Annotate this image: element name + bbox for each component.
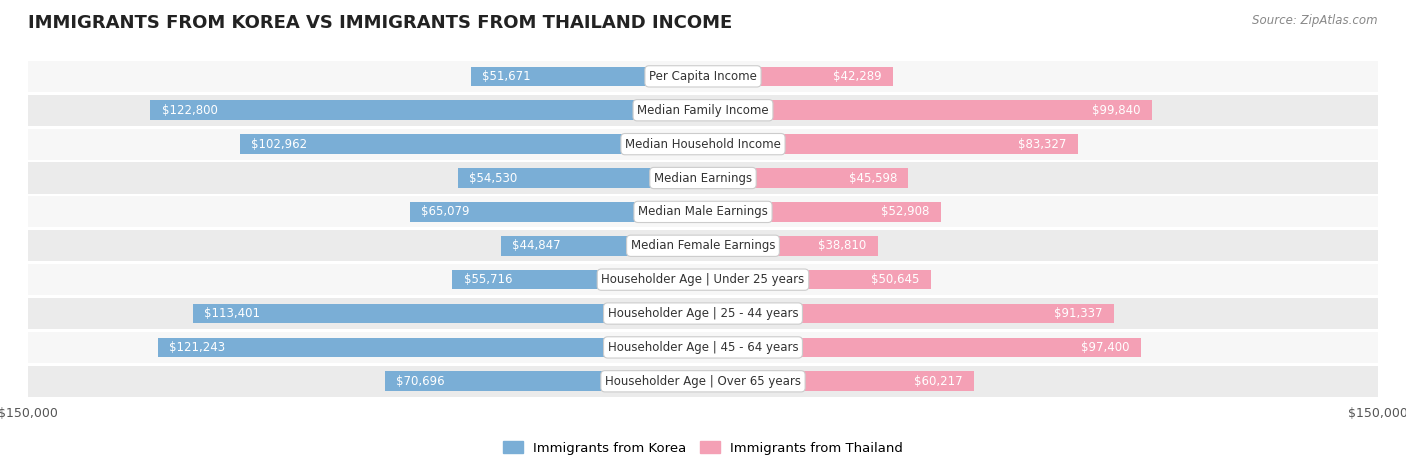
Text: $60,217: $60,217 xyxy=(914,375,963,388)
Bar xyxy=(501,236,703,255)
Text: Householder Age | Over 65 years: Householder Age | Over 65 years xyxy=(605,375,801,388)
Text: Householder Age | 45 - 64 years: Householder Age | 45 - 64 years xyxy=(607,341,799,354)
Text: $50,645: $50,645 xyxy=(872,273,920,286)
Text: $99,840: $99,840 xyxy=(1092,104,1140,117)
Text: $113,401: $113,401 xyxy=(204,307,260,320)
Text: $91,337: $91,337 xyxy=(1054,307,1102,320)
Bar xyxy=(150,100,703,120)
Bar xyxy=(157,338,703,357)
Bar xyxy=(28,298,1378,329)
Bar xyxy=(28,163,1378,194)
Text: $51,671: $51,671 xyxy=(482,70,530,83)
Bar xyxy=(703,304,1114,323)
Text: $38,810: $38,810 xyxy=(818,239,866,252)
Text: $55,716: $55,716 xyxy=(464,273,512,286)
Bar xyxy=(703,134,1078,154)
Bar xyxy=(703,66,893,86)
Bar xyxy=(703,371,974,391)
Bar xyxy=(703,100,1152,120)
Text: $65,079: $65,079 xyxy=(422,205,470,219)
Bar xyxy=(703,168,908,188)
Bar xyxy=(471,66,703,86)
Bar xyxy=(28,196,1378,227)
Text: $97,400: $97,400 xyxy=(1081,341,1130,354)
Bar xyxy=(385,371,703,391)
Text: Median Household Income: Median Household Income xyxy=(626,138,780,151)
Bar xyxy=(240,134,703,154)
Bar xyxy=(193,304,703,323)
Text: $44,847: $44,847 xyxy=(512,239,561,252)
Text: Median Male Earnings: Median Male Earnings xyxy=(638,205,768,219)
Bar xyxy=(28,264,1378,295)
Bar xyxy=(458,168,703,188)
Text: $45,598: $45,598 xyxy=(849,171,897,184)
Bar xyxy=(703,236,877,255)
Text: Householder Age | Under 25 years: Householder Age | Under 25 years xyxy=(602,273,804,286)
Bar xyxy=(28,230,1378,262)
Bar xyxy=(28,332,1378,363)
Text: $42,289: $42,289 xyxy=(834,70,882,83)
Text: $83,327: $83,327 xyxy=(1018,138,1067,151)
Bar xyxy=(703,202,941,222)
Bar xyxy=(411,202,703,222)
Text: Householder Age | 25 - 44 years: Householder Age | 25 - 44 years xyxy=(607,307,799,320)
Text: $52,908: $52,908 xyxy=(882,205,929,219)
Bar xyxy=(453,270,703,290)
Text: $70,696: $70,696 xyxy=(396,375,444,388)
Bar xyxy=(28,95,1378,126)
Text: Median Female Earnings: Median Female Earnings xyxy=(631,239,775,252)
Bar xyxy=(703,270,931,290)
Text: IMMIGRANTS FROM KOREA VS IMMIGRANTS FROM THAILAND INCOME: IMMIGRANTS FROM KOREA VS IMMIGRANTS FROM… xyxy=(28,14,733,32)
Text: $121,243: $121,243 xyxy=(169,341,225,354)
Bar xyxy=(703,338,1142,357)
Text: Median Family Income: Median Family Income xyxy=(637,104,769,117)
Bar xyxy=(28,61,1378,92)
Text: $54,530: $54,530 xyxy=(470,171,517,184)
Text: Source: ZipAtlas.com: Source: ZipAtlas.com xyxy=(1253,14,1378,27)
Text: Per Capita Income: Per Capita Income xyxy=(650,70,756,83)
Text: $122,800: $122,800 xyxy=(162,104,218,117)
Bar xyxy=(28,128,1378,160)
Text: Median Earnings: Median Earnings xyxy=(654,171,752,184)
Bar xyxy=(28,366,1378,397)
Legend: Immigrants from Korea, Immigrants from Thailand: Immigrants from Korea, Immigrants from T… xyxy=(498,436,908,460)
Text: $102,962: $102,962 xyxy=(252,138,307,151)
